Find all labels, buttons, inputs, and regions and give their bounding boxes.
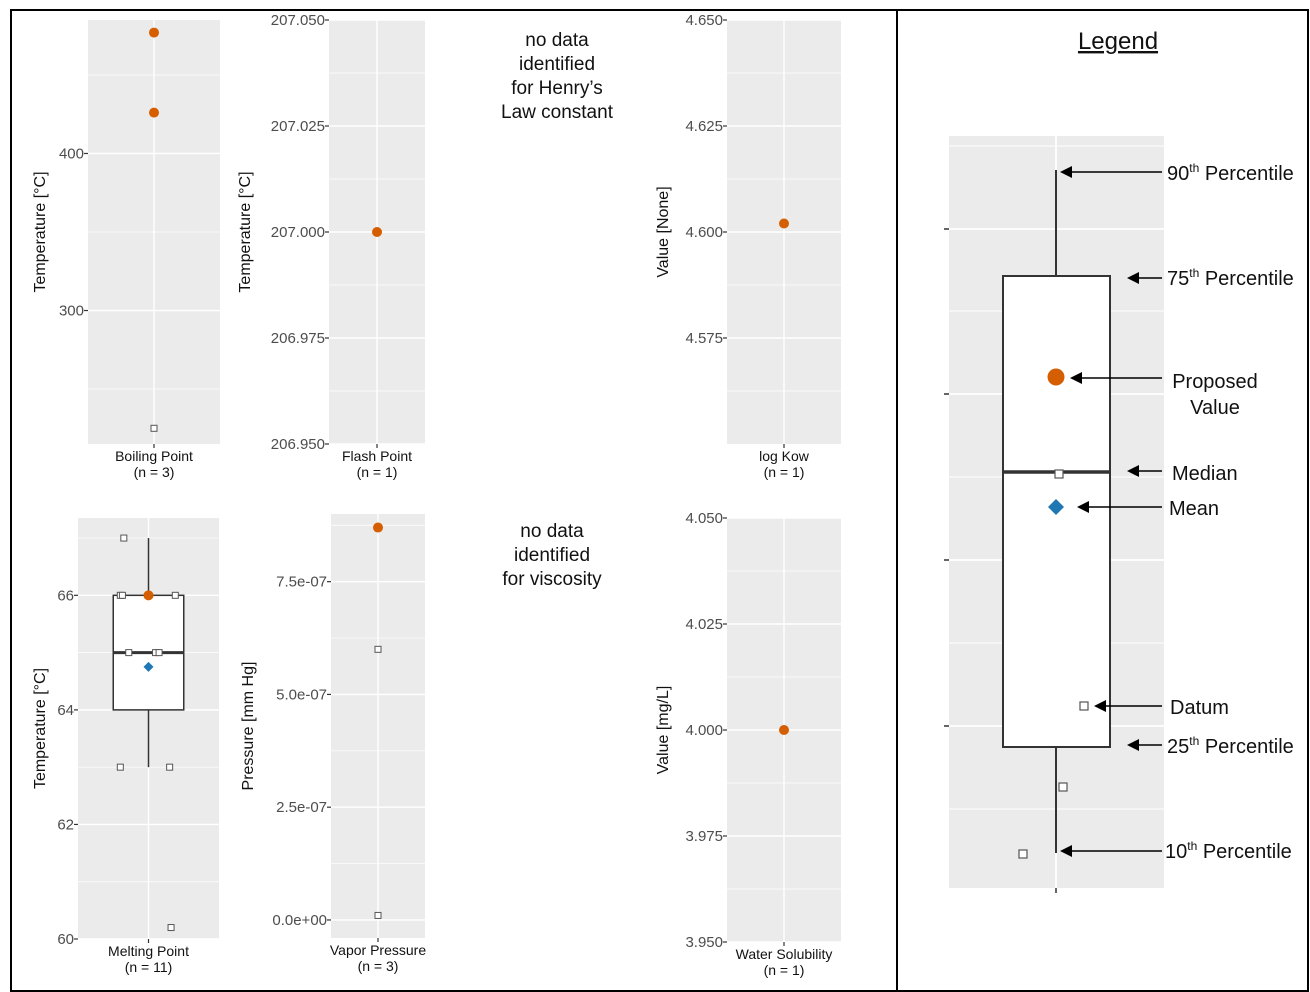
legend-label-p75: 75th Percentile	[1167, 266, 1294, 290]
x-axis-label: log Kow	[759, 448, 810, 464]
y-tick-label: 4.625	[685, 118, 723, 135]
y-tick-label: 207.000	[271, 224, 325, 241]
y-tick-label: 3.950	[685, 934, 723, 951]
y-tick-label: 300	[59, 303, 84, 320]
legend-label-median: Median	[1172, 463, 1238, 485]
y-tick-label: 207.050	[271, 12, 325, 29]
y-tick-label: 4.650	[685, 12, 723, 29]
sample-count-label: (n = 1)	[764, 962, 805, 978]
legend-label-p90: 90th Percentile	[1167, 161, 1294, 185]
y-tick-label: 66	[57, 587, 74, 604]
y-axis-label: Temperature [°C]	[32, 668, 49, 789]
x-axis-label: Water Solubility	[736, 946, 833, 962]
legend: Legend	[944, 28, 1294, 893]
y-tick-label: 62	[57, 816, 74, 833]
y-tick-label: 400	[59, 145, 84, 162]
y-tick-label: 206.975	[271, 330, 325, 347]
chart-panel: 4.575 4.600 4.625 4.650 log Kow(n = 1) Value …	[655, 12, 841, 480]
legend-datum-marker	[1058, 782, 1068, 792]
chart-panel: 3.950 3.975 4.000 4.025 4.050 Water Solubilit…	[655, 510, 841, 978]
legend-arrowheads	[1060, 166, 1139, 857]
y-tick-label: 4.000	[685, 722, 723, 739]
y-tick-label: 4.600	[685, 224, 723, 241]
datum-point	[116, 763, 124, 771]
x-axis-label: Melting Point	[108, 943, 189, 959]
legend-median-datum	[1054, 469, 1064, 479]
datum-point	[150, 424, 158, 432]
legend-label-p25: 25th Percentile	[1167, 734, 1294, 758]
datum-point	[171, 591, 179, 599]
datum-point	[167, 924, 175, 932]
x-axis-label: Boiling Point	[115, 448, 193, 464]
datum-point	[155, 649, 163, 657]
proposed-value-point	[143, 590, 154, 601]
legend-label-datum: Datum	[1170, 697, 1229, 719]
y-tick-label: 4.050	[685, 510, 723, 527]
x-axis-label: Flash Point	[342, 448, 412, 464]
legend-mean-marker	[1048, 499, 1064, 515]
legend-label-proposed: Proposed Value	[1172, 371, 1258, 419]
sample-count-label: (n = 1)	[357, 464, 398, 480]
y-tick-label: 207.025	[271, 118, 325, 135]
y-tick-label: 64	[57, 702, 74, 719]
legend-datum-marker	[1079, 701, 1089, 711]
datum-point	[118, 591, 126, 599]
y-tick-label: 4.575	[685, 330, 723, 347]
sample-count-label: (n = 1)	[764, 464, 805, 480]
chart-panel: 300 400 Boiling Point(n = 3) Temperature [°…	[32, 20, 220, 480]
y-axis-label: Value [None]	[655, 186, 672, 277]
sample-count-label: (n = 11)	[125, 959, 173, 975]
legend-title: Legend	[1078, 28, 1158, 55]
datum-point	[374, 645, 382, 653]
proposed-value-point	[372, 227, 382, 237]
legend-arrows	[1070, 171, 1162, 852]
proposed-value-point	[373, 522, 383, 533]
sample-count-label: (n = 3)	[358, 958, 399, 974]
y-axis-label: Temperature [°C]	[32, 171, 49, 292]
legend-label-p10: 10th Percentile	[1165, 839, 1292, 863]
legend-y-ticks	[944, 228, 1057, 893]
legend-datum-marker	[1018, 849, 1028, 859]
no-data-note-henrys-law: no data identified for Henry’s Law const…	[501, 30, 613, 123]
datum-point	[120, 534, 128, 542]
datum-point	[125, 649, 133, 657]
y-tick-label: 4.025	[685, 616, 723, 633]
x-axis-label: Vapor Pressure	[330, 942, 426, 958]
legend-label-mean: Mean	[1169, 498, 1219, 520]
no-data-note-viscosity: no data identified for viscosity	[502, 521, 602, 590]
chart-panel: 0.0e+00 2.5e-07 5.0e-07 7.5e-07 Vapor Pressu…	[240, 514, 426, 974]
proposed-value-point	[779, 218, 789, 229]
datum-point	[374, 911, 382, 919]
y-tick-label: 2.5e-07	[276, 799, 327, 816]
chart-panel: 60 62 64 66 Melting Point(n = 11) Temperature…	[32, 518, 219, 975]
y-axis-label: Value [mg/L]	[655, 686, 672, 775]
proposed-value-point	[149, 107, 159, 118]
y-tick-label: 7.5e-07	[276, 574, 327, 591]
sample-count-label: (n = 3)	[134, 464, 175, 480]
mean-marker	[143, 661, 154, 672]
legend-proposed-marker	[1047, 368, 1065, 386]
figure-border	[10, 9, 1309, 992]
y-axis-label: Pressure [mm Hg]	[240, 662, 257, 791]
y-tick-label: 60	[57, 931, 74, 948]
y-tick-label: 5.0e-07	[276, 686, 327, 703]
y-tick-label: 0.0e+00	[272, 912, 327, 929]
y-tick-label: 206.950	[271, 436, 325, 453]
datum-point	[166, 763, 174, 771]
proposed-value-point	[779, 725, 789, 735]
proposed-value-point	[149, 27, 159, 38]
chart-panel: 206.950 206.975 207.000 207.025 207.050 Flash…	[237, 12, 425, 480]
y-tick-label: 3.975	[685, 828, 723, 845]
y-axis-label: Temperature [°C]	[237, 171, 254, 292]
